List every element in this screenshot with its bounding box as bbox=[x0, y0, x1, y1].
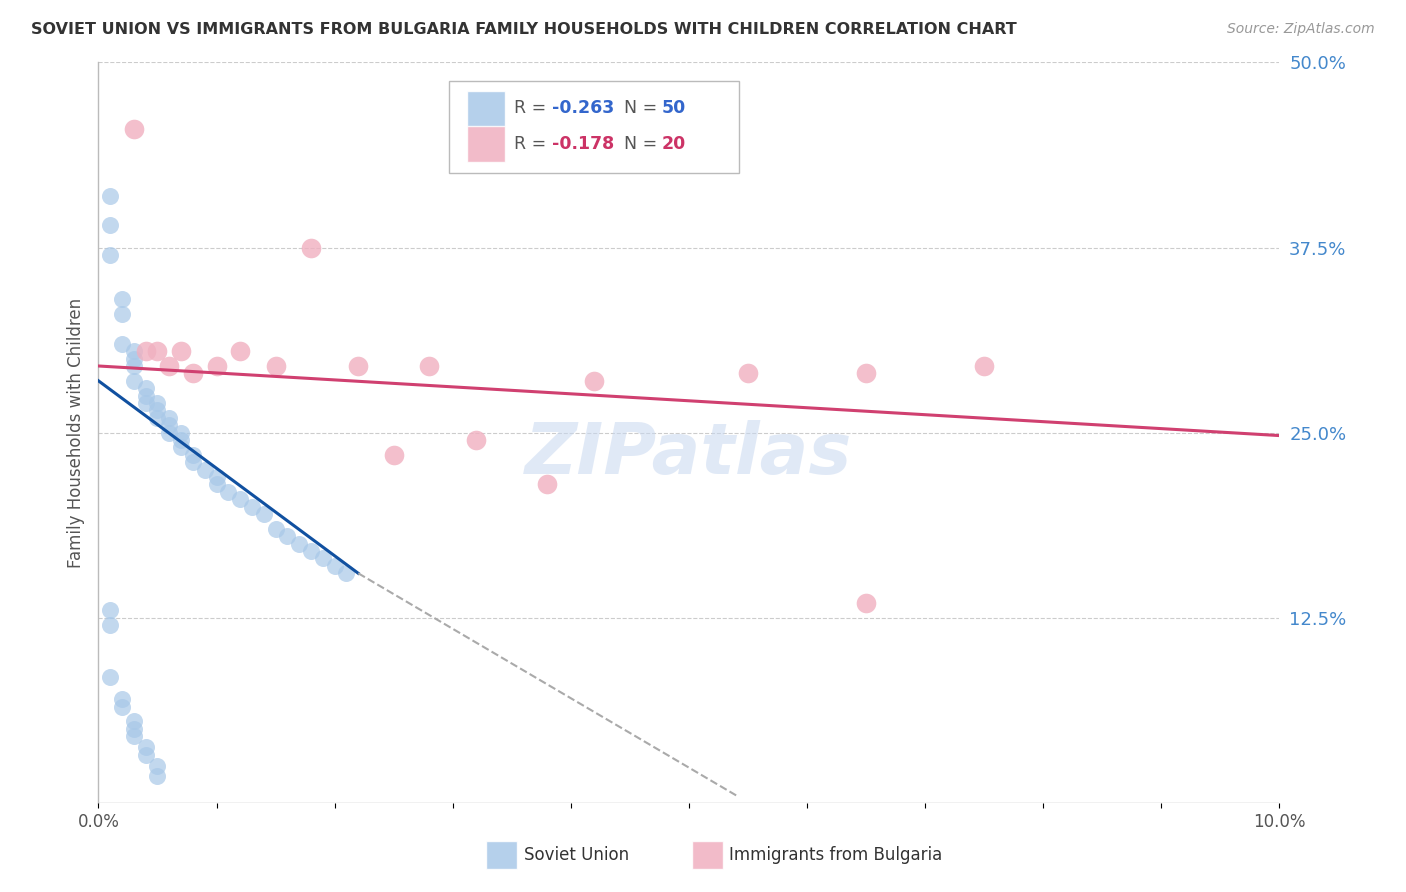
Point bbox=[122, 122, 145, 136]
Text: -0.178: -0.178 bbox=[553, 135, 614, 153]
Point bbox=[122, 374, 145, 388]
Point bbox=[122, 722, 145, 736]
Point bbox=[737, 367, 759, 381]
Point bbox=[98, 219, 121, 233]
Point bbox=[122, 344, 145, 359]
FancyBboxPatch shape bbox=[467, 91, 505, 127]
Text: R =: R = bbox=[515, 99, 553, 118]
Point bbox=[973, 359, 995, 373]
Point bbox=[288, 536, 311, 550]
Point bbox=[240, 500, 263, 514]
Text: 20: 20 bbox=[662, 135, 686, 153]
Point bbox=[122, 351, 145, 366]
Point bbox=[170, 425, 193, 440]
Text: Immigrants from Bulgaria: Immigrants from Bulgaria bbox=[730, 847, 942, 864]
Point bbox=[276, 529, 298, 543]
Point bbox=[229, 344, 252, 359]
Point bbox=[253, 507, 276, 521]
Text: SOVIET UNION VS IMMIGRANTS FROM BULGARIA FAMILY HOUSEHOLDS WITH CHILDREN CORRELA: SOVIET UNION VS IMMIGRANTS FROM BULGARIA… bbox=[31, 22, 1017, 37]
FancyBboxPatch shape bbox=[486, 841, 516, 870]
Text: N =: N = bbox=[624, 99, 662, 118]
Point bbox=[312, 551, 335, 566]
Point bbox=[181, 448, 204, 462]
Point bbox=[264, 522, 287, 536]
Text: Soviet Union: Soviet Union bbox=[523, 847, 628, 864]
Text: R =: R = bbox=[515, 135, 553, 153]
Point bbox=[335, 566, 357, 581]
Point bbox=[382, 448, 405, 462]
Text: -0.263: -0.263 bbox=[553, 99, 614, 118]
Point bbox=[146, 403, 169, 417]
FancyBboxPatch shape bbox=[467, 126, 505, 162]
Y-axis label: Family Households with Children: Family Households with Children bbox=[66, 298, 84, 567]
Point bbox=[181, 455, 204, 469]
Point bbox=[146, 769, 169, 783]
Point bbox=[98, 248, 121, 262]
Point bbox=[122, 359, 145, 373]
FancyBboxPatch shape bbox=[449, 81, 738, 173]
Point bbox=[135, 748, 157, 763]
Point bbox=[98, 188, 121, 202]
Point bbox=[536, 477, 558, 491]
Point bbox=[170, 433, 193, 447]
Point bbox=[205, 470, 228, 484]
Point bbox=[122, 729, 145, 743]
Point bbox=[264, 359, 287, 373]
Point bbox=[157, 425, 180, 440]
Text: N =: N = bbox=[624, 135, 662, 153]
Point bbox=[157, 418, 180, 433]
Point bbox=[146, 410, 169, 425]
Point bbox=[122, 714, 145, 729]
Point bbox=[205, 477, 228, 491]
Point bbox=[205, 359, 228, 373]
Point bbox=[111, 692, 134, 706]
Point bbox=[98, 670, 121, 684]
Point bbox=[170, 441, 193, 455]
Point bbox=[135, 388, 157, 402]
Point bbox=[583, 374, 606, 388]
Point bbox=[98, 603, 121, 617]
Text: ZIPatlas: ZIPatlas bbox=[526, 420, 852, 490]
Point bbox=[194, 462, 217, 476]
Text: 50: 50 bbox=[662, 99, 686, 118]
Point bbox=[111, 336, 134, 351]
Point bbox=[146, 344, 169, 359]
Point bbox=[855, 367, 877, 381]
Point bbox=[229, 492, 252, 507]
Point bbox=[98, 618, 121, 632]
Point bbox=[135, 344, 157, 359]
Text: Source: ZipAtlas.com: Source: ZipAtlas.com bbox=[1227, 22, 1375, 37]
Point bbox=[465, 433, 488, 447]
Point bbox=[146, 758, 169, 772]
FancyBboxPatch shape bbox=[693, 841, 723, 870]
Point bbox=[135, 739, 157, 754]
Point bbox=[855, 596, 877, 610]
Point bbox=[111, 293, 134, 307]
Point bbox=[111, 699, 134, 714]
Point bbox=[347, 359, 370, 373]
Point bbox=[146, 396, 169, 410]
Point bbox=[299, 544, 322, 558]
Point bbox=[135, 381, 157, 395]
Point bbox=[181, 367, 204, 381]
Point bbox=[170, 344, 193, 359]
Point bbox=[299, 240, 322, 255]
Point bbox=[323, 558, 346, 573]
Point bbox=[135, 396, 157, 410]
Point bbox=[418, 359, 440, 373]
Point bbox=[111, 307, 134, 321]
Point bbox=[157, 359, 180, 373]
Point bbox=[217, 484, 239, 499]
Point bbox=[157, 410, 180, 425]
